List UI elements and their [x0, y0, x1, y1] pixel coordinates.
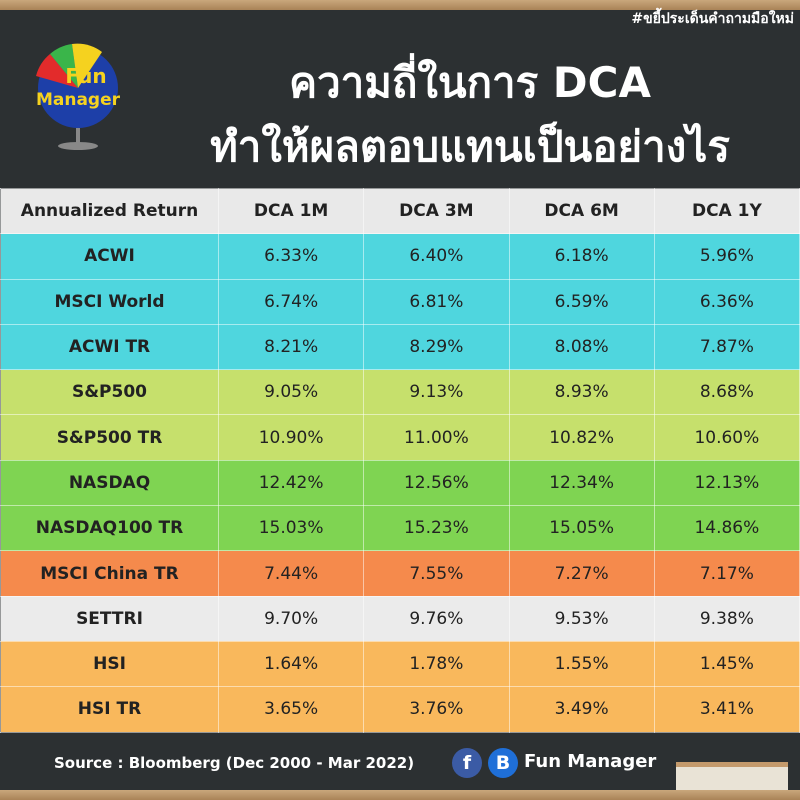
- cell: 9.13%: [363, 369, 510, 416]
- table-row: NASDAQ 12.42% 12.56% 12.34% 12.13%: [0, 459, 800, 507]
- table-row: S&P500 9.05% 9.13% 8.93% 8.68%: [0, 369, 800, 416]
- source: Source : Bloomberg (Dec 2000 - Mar 2022): [54, 754, 415, 772]
- table-row: MSCI World 6.74% 6.81% 6.59% 6.36%: [0, 278, 800, 325]
- row-label: S&P500: [0, 369, 219, 416]
- cell: 8.29%: [363, 323, 510, 371]
- column-header: DCA 1M: [217, 187, 365, 235]
- row-label: HSI: [0, 640, 219, 688]
- cell: 6.40%: [363, 233, 510, 280]
- table-row: SETTRI 9.70% 9.76% 9.53% 9.38%: [0, 595, 800, 642]
- cell: 6.36%: [653, 278, 800, 325]
- cell: 9.76%: [363, 595, 510, 642]
- cell: 12.34%: [508, 459, 655, 507]
- cell: 7.27%: [508, 550, 655, 597]
- eraser: [676, 762, 788, 791]
- cell: 6.74%: [217, 278, 365, 325]
- cell: 1.45%: [653, 640, 800, 688]
- logo-slice: [72, 43, 102, 88]
- table-row: HSI 1.64% 1.78% 1.55% 1.45%: [0, 640, 800, 688]
- wood-frame: [0, 790, 800, 800]
- logo-slice: [36, 54, 78, 88]
- cell: 8.08%: [508, 323, 655, 371]
- column-header: Annualized Return: [0, 187, 219, 235]
- logo: Fun Manager: [36, 43, 121, 150]
- cell: 14.86%: [653, 505, 800, 552]
- column-header: DCA 6M: [508, 187, 655, 235]
- cell: 12.56%: [363, 459, 510, 507]
- cell: 12.42%: [217, 459, 365, 507]
- wood-frame: [0, 0, 800, 10]
- cell: 6.18%: [508, 233, 655, 280]
- logo-text: Manager: [36, 90, 121, 110]
- cell: 15.05%: [508, 505, 655, 552]
- cell: 8.68%: [653, 369, 800, 416]
- blog-icon: B: [488, 748, 518, 778]
- facebook-icon: f: [452, 748, 482, 778]
- cell: 8.93%: [508, 369, 655, 416]
- table: Annualized Return DCA 1M DCA 3M DCA 6M DCA 1…: [0, 187, 800, 733]
- cell: 6.33%: [217, 233, 365, 280]
- row-label: MSCI China TR: [0, 550, 219, 597]
- cell: 7.55%: [363, 550, 510, 597]
- table-row: NASDAQ100 TR 15.03% 15.23% 15.05% 14.86%: [0, 505, 800, 552]
- row-label: ACWI: [0, 233, 219, 280]
- cell: 1.55%: [508, 640, 655, 688]
- cell: 10.82%: [508, 414, 655, 461]
- column-header: DCA 3M: [363, 187, 510, 235]
- logo-text: Fun: [65, 64, 106, 88]
- table-row: S&P500 TR 10.90% 11.00% 10.82% 10.60%: [0, 414, 800, 461]
- cell: 3.49%: [508, 686, 655, 733]
- title: ทำให้ผลตอบแทนเป็นอย่างไร: [210, 122, 730, 171]
- cell: 7.44%: [217, 550, 365, 597]
- logo-base: [58, 142, 98, 150]
- table-row: MSCI China TR 7.44% 7.55% 7.27% 7.17%: [0, 550, 800, 597]
- cell: 9.38%: [653, 595, 800, 642]
- hashtag: #ขยี้ประเด็นคำถามมือใหม่: [631, 11, 794, 27]
- cell: 15.23%: [363, 505, 510, 552]
- cell: 15.03%: [217, 505, 365, 552]
- cell: 3.41%: [653, 686, 800, 733]
- cell: 9.70%: [217, 595, 365, 642]
- cell: 3.65%: [217, 686, 365, 733]
- table-row: HSI TR 3.65% 3.76% 3.49% 3.41%: [0, 686, 800, 733]
- column-header: DCA 1Y: [653, 187, 800, 235]
- header-row: Annualized Return DCA 1M DCA 3M DCA 6M DCA 1…: [0, 187, 800, 235]
- brand: Fun Manager: [524, 751, 657, 772]
- cell: 6.81%: [363, 278, 510, 325]
- row-label: HSI TR: [0, 686, 219, 733]
- cell: 5.96%: [653, 233, 800, 280]
- cell: 6.59%: [508, 278, 655, 325]
- table-body: ACWI 6.33% 6.40% 6.18% 5.96% MSCI World 6.74% 6…: [0, 233, 800, 733]
- cell: 1.64%: [217, 640, 365, 688]
- cell: 7.87%: [653, 323, 800, 371]
- row-label: NASDAQ: [0, 459, 219, 507]
- row-label: MSCI World: [0, 278, 219, 325]
- row-label: ACWI TR: [0, 323, 219, 371]
- row-label: NASDAQ100 TR: [0, 505, 219, 552]
- cell: 8.21%: [217, 323, 365, 371]
- logo-slice: [50, 44, 78, 88]
- cell: 1.78%: [363, 640, 510, 688]
- cell: 12.13%: [653, 459, 800, 507]
- cell: 10.90%: [217, 414, 365, 461]
- table-row: ACWI 6.33% 6.40% 6.18% 5.96%: [0, 233, 800, 280]
- cell: 9.53%: [508, 595, 655, 642]
- cell: 7.17%: [653, 550, 800, 597]
- cell: 3.76%: [363, 686, 510, 733]
- table-row: ACWI TR 8.21% 8.29% 8.08% 7.87%: [0, 323, 800, 371]
- cell: 11.00%: [363, 414, 510, 461]
- cell: 10.60%: [653, 414, 800, 461]
- title: ความถี่ในการ DCA: [289, 58, 651, 107]
- cell: 9.05%: [217, 369, 365, 416]
- row-label: S&P500 TR: [0, 414, 219, 461]
- row-label: SETTRI: [0, 595, 219, 642]
